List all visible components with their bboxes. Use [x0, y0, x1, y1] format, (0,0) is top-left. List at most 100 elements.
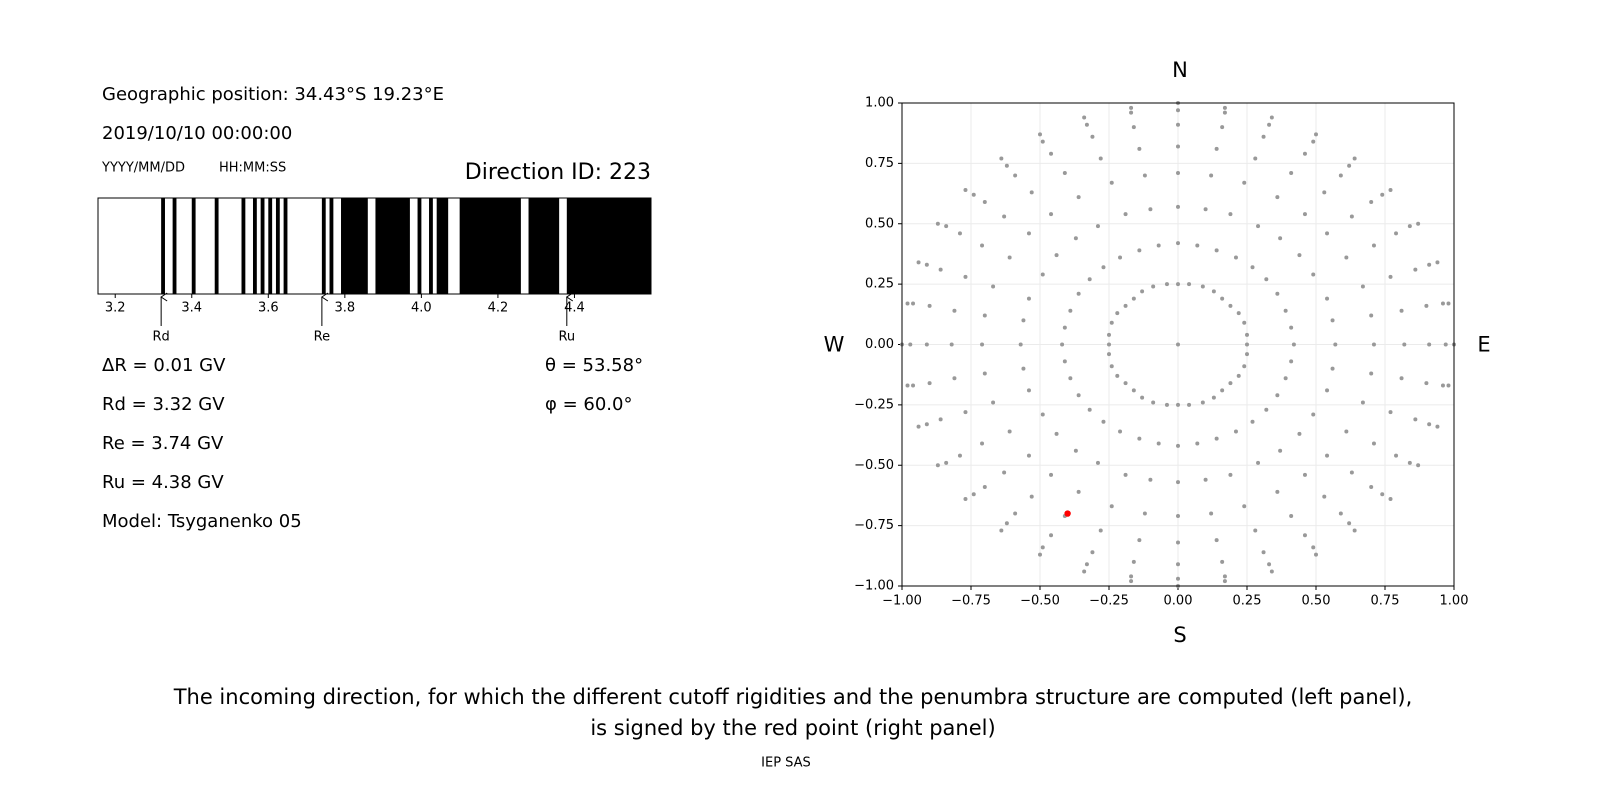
direction-point [1107, 342, 1111, 347]
direction-point [1073, 448, 1078, 453]
direction-point [1038, 132, 1042, 137]
direction-point [982, 313, 987, 318]
direction-point [1068, 376, 1073, 381]
direction-point [1388, 187, 1393, 192]
x-tick-label: 4.2 [488, 301, 509, 316]
penumbra-band [375, 198, 410, 294]
direction-point [1269, 569, 1274, 574]
direction-point [1250, 419, 1255, 424]
direction-point [1242, 320, 1247, 325]
direction-point [1082, 115, 1087, 120]
direction-point [1062, 171, 1067, 176]
direction-point [999, 528, 1004, 533]
selected-direction [1064, 510, 1071, 517]
direction-point [1018, 342, 1023, 347]
direction-point [1402, 342, 1407, 347]
direction-point [1275, 393, 1280, 398]
direction-point [1347, 163, 1352, 168]
caption: The incoming direction, for which the di… [173, 685, 1413, 709]
direction-point [927, 303, 932, 308]
direction-point [1228, 212, 1233, 217]
direction-point [1267, 562, 1272, 567]
direction-point [1176, 241, 1180, 246]
direction-point [1109, 320, 1114, 325]
direction-point [1118, 429, 1123, 434]
direction-point [1211, 289, 1216, 294]
direction-point [1131, 559, 1136, 564]
direction-point [1311, 412, 1316, 417]
direction-point [924, 342, 929, 347]
direction-point [1369, 484, 1374, 489]
direction-point [1222, 574, 1227, 579]
direction-point [1123, 472, 1128, 477]
direction-point [1394, 231, 1399, 236]
date-format: YYYY/MM/DD [101, 161, 185, 176]
direction-point [1137, 538, 1142, 543]
direction-point [1228, 472, 1233, 477]
direction-point [1209, 511, 1214, 516]
direction-point [1038, 552, 1042, 557]
direction-point [1325, 453, 1330, 458]
direction-point [1245, 332, 1249, 337]
x-tick-label: 3.8 [334, 301, 355, 316]
bar-frame [97, 197, 652, 295]
direction-point [1245, 342, 1249, 347]
direction-point [1115, 311, 1120, 316]
direction-point [1440, 383, 1445, 388]
x-tick-label: −0.75 [951, 594, 991, 609]
direction-point [1242, 364, 1247, 369]
direction-point [982, 200, 987, 205]
direction-point [952, 376, 957, 381]
direction-point [1220, 388, 1225, 393]
direction-point [1338, 511, 1343, 516]
x-tick-label: 0.25 [1233, 594, 1262, 609]
direction-point [1388, 410, 1393, 415]
direction-point [949, 342, 954, 347]
y-tick-label: 0.75 [865, 156, 894, 171]
penumbra-band [417, 198, 422, 294]
direction-point [1002, 470, 1007, 475]
direction-point [1253, 528, 1258, 533]
direction-point [1245, 352, 1249, 357]
angle: θ = 53.58° [545, 355, 643, 376]
direction-point [911, 301, 916, 306]
penumbra-band [429, 198, 433, 294]
penumbra-band [214, 198, 219, 294]
direction-point [1068, 308, 1073, 313]
direction-point [1344, 255, 1349, 260]
direction-point [1129, 579, 1134, 584]
direction-point [1049, 212, 1054, 217]
direction-point [1264, 407, 1269, 412]
x-tick-label: 0.75 [1371, 594, 1400, 609]
x-tick-label: −0.25 [1089, 594, 1129, 609]
direction-point [1440, 301, 1445, 306]
direction-point [1040, 272, 1045, 277]
direction-point [1060, 342, 1065, 347]
penumbra-band [436, 198, 449, 294]
direction-point [1352, 528, 1357, 533]
direction-west: W [824, 333, 845, 357]
marker-label: Ru [558, 330, 575, 345]
direction-point [1176, 513, 1180, 518]
y-tick-label: 0.25 [865, 277, 894, 292]
direction-point [1176, 480, 1180, 485]
direction-point [908, 342, 913, 347]
direction-point [1200, 400, 1205, 405]
direction-point [1424, 303, 1429, 308]
direction-point [1151, 284, 1156, 289]
direction-point [982, 484, 987, 489]
direction-point [1007, 429, 1012, 434]
penumbra-band [161, 198, 165, 294]
direction-point [1142, 511, 1147, 516]
caption: is signed by the red point (right panel) [590, 716, 995, 740]
direction-point [1297, 253, 1302, 258]
direction-point [1029, 190, 1034, 195]
direction-point [1004, 163, 1009, 168]
direction-point [1109, 364, 1114, 369]
penumbra-band [283, 198, 288, 294]
direction-point [1129, 110, 1134, 115]
direction-point [1129, 105, 1134, 110]
direction-point [1371, 243, 1376, 248]
direction-id: Direction ID: 223 [465, 160, 651, 185]
